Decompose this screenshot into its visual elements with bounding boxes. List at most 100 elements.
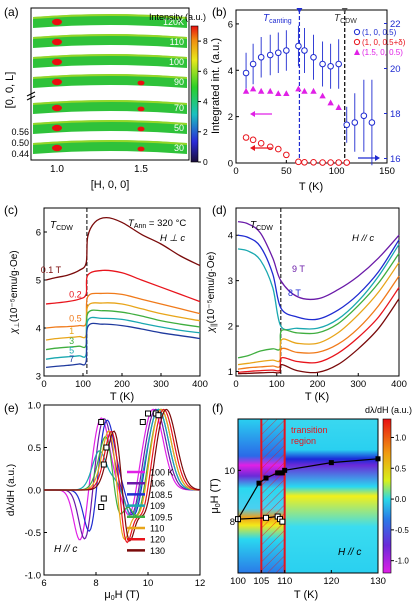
data-point-magenta xyxy=(327,99,334,106)
panel-label-a: (a) xyxy=(4,5,19,19)
panel-a-frame xyxy=(30,7,190,161)
data-point-red xyxy=(301,159,308,166)
panel-b-x-label: T (K) xyxy=(299,181,323,193)
panel-a-strips: 120K 110 100 90 70 50 30 xyxy=(33,14,187,154)
legend-marker-red xyxy=(353,38,361,46)
panel-b-plot: 0 50 100 150 0 2 4 6 16 18 20 22 xyxy=(228,8,401,177)
panel-b-x-tick-label: 50 xyxy=(281,166,292,177)
series-label: 3 xyxy=(69,336,74,346)
field-dir-e: H // c xyxy=(54,544,77,555)
data-point-red xyxy=(295,158,302,166)
panel-d-x-tick-label: 200 xyxy=(310,379,326,390)
panel-c-plot: 0 100 200 300 400 3 4 5 6 xyxy=(36,208,208,390)
panel-a-x-tick-1: 1.0 xyxy=(50,164,64,175)
peak-spot-h1 xyxy=(52,104,62,112)
square-marker xyxy=(103,444,110,451)
data-point-red xyxy=(274,145,282,153)
legend-label-1: (1, 0, 0.5) xyxy=(362,28,397,37)
panel-label-b: (b) xyxy=(212,5,227,19)
legend-label: 110 xyxy=(150,524,164,534)
panel-e-x-tick-label: 10 xyxy=(143,578,154,589)
series-line xyxy=(45,322,201,369)
label-9t: 9 T xyxy=(292,264,305,274)
data-point-red xyxy=(319,159,326,166)
panel-c-x-tick-label: 300 xyxy=(153,379,169,390)
arrowhead-blue xyxy=(375,155,380,161)
series-line xyxy=(45,269,201,305)
data-point-blue xyxy=(266,51,274,59)
legend-label: 109 xyxy=(150,501,165,511)
peak-spot-h15 xyxy=(137,80,145,86)
data-point-blue xyxy=(257,53,265,61)
field-dir-d: H // c xyxy=(352,233,374,244)
panel-f-colorbar-label: dλ/dH (a.u.) xyxy=(365,405,412,415)
data-point-magenta xyxy=(275,90,282,97)
panel-b-y-tick-label: 4 xyxy=(228,66,233,77)
panel-a-y-label: [0, 0, L] xyxy=(4,72,16,109)
panel-a: 120K 110 100 90 70 50 30 1.0 1.5 0.56 0.50 0.4… xyxy=(4,7,208,191)
panel-f-x-tick-label: 105 xyxy=(253,576,269,587)
panel-e-x-label: μ0H (T) xyxy=(104,589,139,602)
panel-a-x-tick-2: 1.5 xyxy=(134,164,148,175)
peak-spot-h15 xyxy=(137,146,145,152)
data-point-red xyxy=(257,139,265,147)
square-marker xyxy=(98,504,105,510)
temperature-label: 50 xyxy=(174,123,184,133)
series-line xyxy=(45,292,201,329)
panel-e-y-tick-label: -0.5 xyxy=(25,528,41,539)
heatmap-strip: 120K xyxy=(33,14,187,28)
temperature-label: 120K xyxy=(163,17,184,27)
panel-e-y-tick-label: 0.0 xyxy=(28,486,41,497)
heatmap-strip-background xyxy=(33,74,187,88)
heatmap-left xyxy=(238,419,262,573)
peak-spot-h1 xyxy=(52,18,62,26)
panel-e-y-tick-label: -1.0 xyxy=(25,571,41,582)
panel-b-x-tick-label: 100 xyxy=(329,166,345,177)
panel-a-colorbar xyxy=(190,25,199,163)
data-point-blue xyxy=(360,112,368,120)
panel-d-y-tick-label: 4 xyxy=(228,231,233,242)
heatmap-strip-background xyxy=(33,54,187,68)
panel-d-x-tick-label: 400 xyxy=(391,379,407,390)
panel-f-x-tick-label: 120 xyxy=(323,576,339,587)
colorbar-tick-label: -1.0 xyxy=(395,557,409,566)
data-point-magenta xyxy=(249,85,257,92)
data-point-magenta xyxy=(301,87,308,94)
peak-spot-h15 xyxy=(137,126,145,132)
data-point-red xyxy=(242,134,250,141)
heatmap-strip-background xyxy=(33,100,187,114)
panel-b-x-tick-label: 150 xyxy=(379,166,395,177)
series-label: 0.2 xyxy=(69,290,82,300)
panel-c-x-label: T (K) xyxy=(110,391,134,403)
legend-marker-blue xyxy=(353,28,361,36)
data-point-red xyxy=(335,159,342,166)
panel-e-y-tick-label: 0.5 xyxy=(28,443,41,454)
temperature-label: 100 xyxy=(169,57,184,67)
panel-b-y-tick-label: 0 xyxy=(228,159,233,170)
colorbar-tick-label: -0.5 xyxy=(395,526,409,535)
panel-f-frame xyxy=(237,418,379,574)
series-line xyxy=(45,216,201,281)
data-point-magenta xyxy=(267,87,274,94)
series-line xyxy=(45,309,201,351)
panel-f-plot: 100 105 110 120 130 8 10 xyxy=(224,419,386,587)
series-label: 7 xyxy=(69,354,74,364)
panel-e-x-tick-label: 8 xyxy=(93,578,98,589)
legend-label: 108.5 xyxy=(150,490,173,500)
data-point-magenta xyxy=(283,90,290,97)
panel-d-y-label: χ||(10⁻⁵emu/g·Oe) xyxy=(206,252,218,334)
temperature-label: 30 xyxy=(174,143,184,153)
data-point-red xyxy=(249,136,257,144)
panel-b-arrows xyxy=(250,111,380,161)
data-point-blue xyxy=(310,53,317,61)
data-point-red xyxy=(343,159,351,166)
panel-f-x-tick-label: 110 xyxy=(277,576,292,587)
heatmap-strip: 70 xyxy=(33,100,187,114)
legend-label: 106 xyxy=(150,479,165,489)
heatmap-strip-highlight xyxy=(33,120,187,125)
panel-b-y-tick-label: 6 xyxy=(228,19,233,30)
data-point-magenta xyxy=(242,87,250,94)
heatmap-strip-background xyxy=(33,14,187,28)
panel-e-y-label: dλ/dH (a.u.) xyxy=(6,464,17,516)
data-point-magenta xyxy=(295,85,302,92)
